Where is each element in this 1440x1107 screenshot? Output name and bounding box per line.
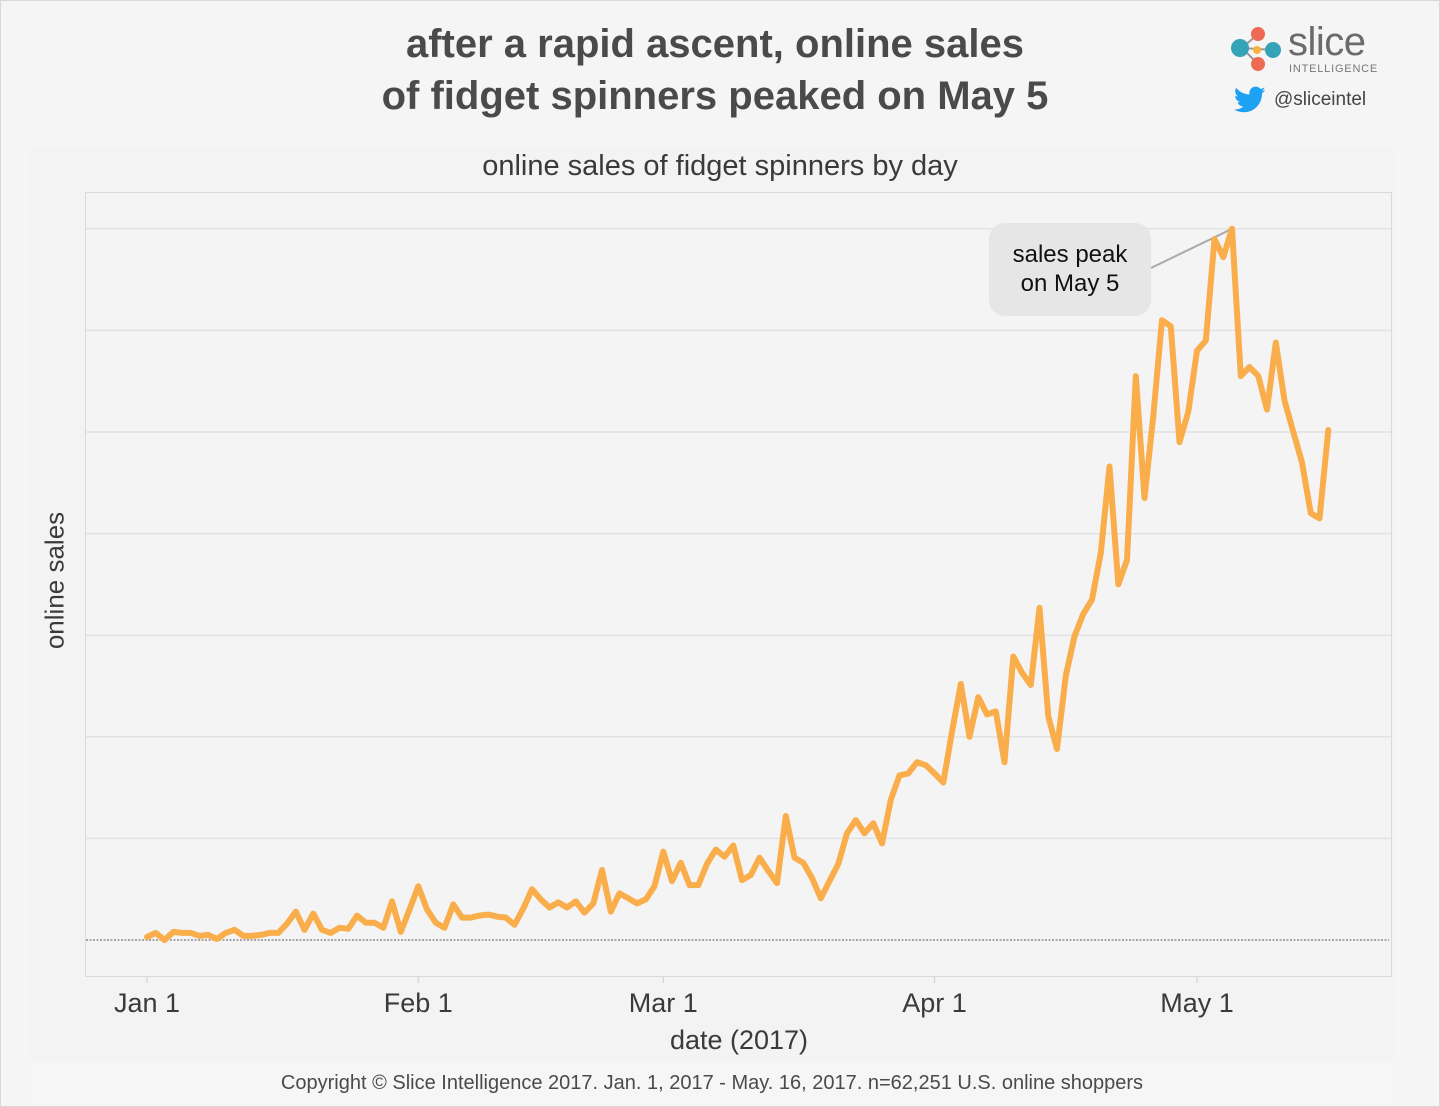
- x-tick-label: Jan 1: [113, 988, 181, 1018]
- x-tick-label: Feb 1: [383, 988, 453, 1018]
- headline-line-1: after a rapid ascent, online sales: [405, 22, 1025, 66]
- copyright-footer: Copyright © Slice Intelligence 2017. Jan…: [280, 1072, 1144, 1094]
- x-tick-label: Mar 1: [628, 988, 698, 1018]
- footer-band: [30, 1064, 1394, 1104]
- peak-annotation: sales peak on May 5: [989, 223, 1151, 316]
- x-axis-label: date (2017): [669, 1025, 809, 1055]
- twitter-bird-icon: [1233, 86, 1266, 113]
- brand-tagline: INTELLIGENCE: [1289, 63, 1379, 75]
- gridlines: [86, 228, 1391, 840]
- chart-title: online sales of fidget spinners by day: [482, 150, 958, 182]
- brand-name: slice: [1288, 20, 1366, 64]
- x-tick-label: Apr 1: [902, 988, 967, 1018]
- x-tick-label: May 1: [1160, 988, 1234, 1018]
- headline-line-2: of fidget spinners peaked on May 5: [381, 74, 1049, 118]
- series-line-online-sales: [144, 225, 1332, 943]
- x-axis-ticks: [146, 977, 1198, 983]
- plot-area: [85, 192, 1392, 977]
- chart-headline: after a rapid ascent, online sales of fi…: [250, 18, 1180, 122]
- twitter-handle-block: @sliceintel: [1233, 86, 1366, 116]
- annotation-line-1: sales peak: [1012, 241, 1128, 268]
- y-axis-label: online sales: [39, 511, 70, 650]
- twitter-handle: @sliceintel: [1274, 89, 1367, 110]
- annotation-line-2: on May 5: [1020, 270, 1120, 297]
- slice-logo-icon: [1231, 27, 1281, 71]
- callout-connector: [1150, 227, 1233, 269]
- slice-logo: slice INTELLIGENCE: [1228, 20, 1388, 126]
